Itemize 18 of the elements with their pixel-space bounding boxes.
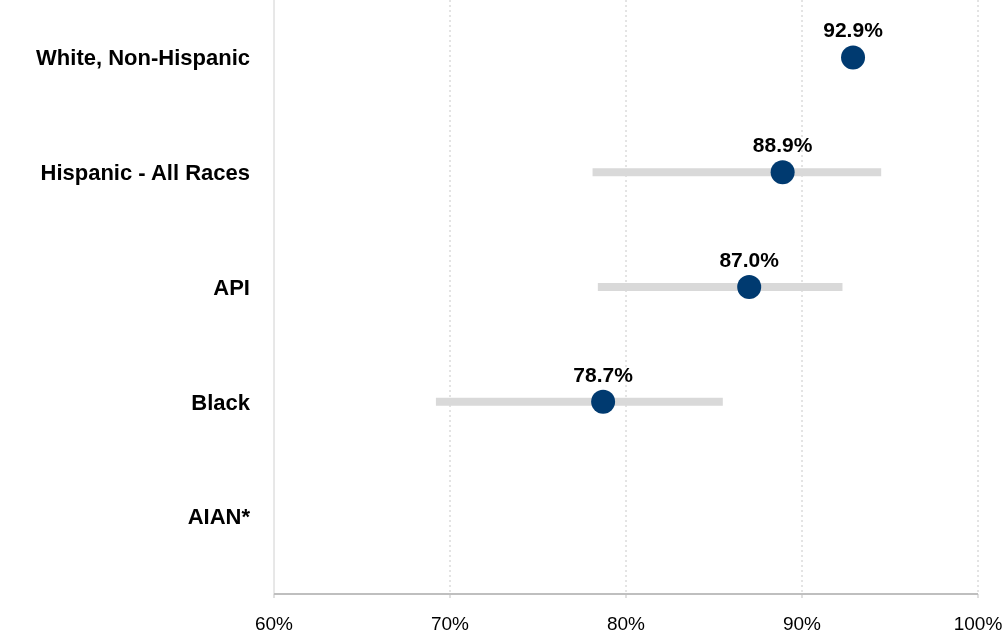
x-tick-label: 80% — [606, 613, 646, 634]
y-tick-label: Black — [191, 389, 251, 415]
y-tick-label: Hispanic - All Races — [40, 159, 250, 185]
data-label: 78.7% — [573, 362, 634, 386]
data-label: 87.0% — [719, 248, 780, 271]
x-tick-label: 90% — [782, 613, 822, 634]
y-tick-label: API — [213, 274, 250, 300]
point — [841, 45, 866, 70]
point — [737, 275, 762, 299]
point — [591, 389, 616, 414]
y-tick-label: White, Non-Hispanic — [36, 45, 250, 71]
x-tick-label: 70% — [430, 613, 470, 634]
point — [770, 160, 795, 185]
x-tick-label: 100% — [953, 613, 1003, 634]
y-tick-label: AIAN* — [187, 504, 251, 530]
data-label: 92.9% — [823, 18, 884, 42]
x-tick-label: 60% — [254, 613, 294, 634]
data-label: 88.9% — [752, 133, 813, 157]
